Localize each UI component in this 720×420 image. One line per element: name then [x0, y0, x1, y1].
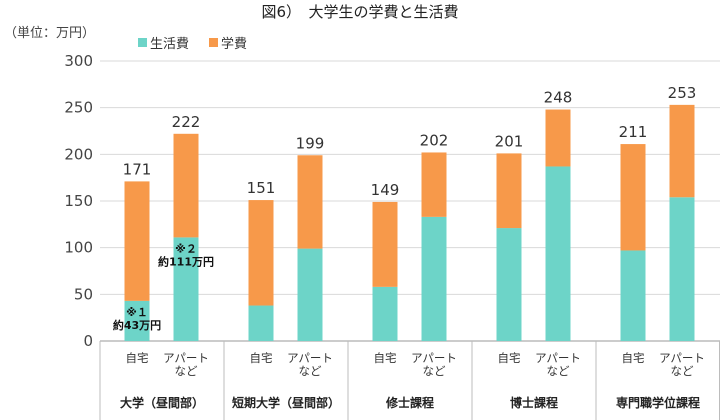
bar-living-7 — [545, 166, 571, 341]
total-label: 171 — [123, 160, 152, 178]
total-label: 222 — [172, 113, 201, 131]
bar-tuition-1 — [173, 133, 199, 238]
grid — [100, 60, 720, 342]
legend-swatch-living — [138, 38, 147, 47]
bar-living-9 — [669, 197, 695, 341]
x-tick-label: 自宅 — [622, 351, 645, 365]
legend-label-tuition: 学費 — [221, 36, 247, 52]
bar-tuition-8 — [620, 144, 646, 251]
bar-tuition-5 — [421, 152, 447, 217]
group-label: 短期大学（昼間部） — [232, 395, 340, 410]
total-label: 211 — [619, 123, 648, 141]
x-tick-label: アパートなど — [287, 351, 333, 378]
bar-living-5 — [421, 216, 447, 341]
chart-title: 図6） 大学生の学費と生活費 — [261, 3, 458, 21]
bar-living-8 — [620, 250, 646, 341]
group-label: 大学（昼間部） — [120, 395, 204, 410]
total-label: 253 — [668, 84, 697, 102]
x-tick-label: アパートなど — [659, 351, 705, 378]
unit-label: （単位：万円） — [4, 25, 95, 41]
y-axis: 0 50 100 150 200 250 300 — [64, 52, 93, 350]
y-tick-label: 250 — [64, 99, 93, 117]
legend: 生活費 学費 — [138, 36, 247, 52]
bar-living-0 — [124, 300, 150, 341]
total-labels: 171 222 151 199 149 202 201 248 211 253 — [123, 84, 697, 199]
bar-tuition-9 — [669, 104, 695, 198]
bar-living-6 — [496, 228, 522, 341]
x-tick-label: アパートなど — [535, 351, 581, 378]
group-label: 博士課程 — [510, 395, 558, 410]
x-tick-label: 自宅 — [374, 351, 397, 365]
total-label: 149 — [371, 181, 400, 199]
bar-tuition-2 — [248, 200, 274, 306]
bar-tuition-4 — [372, 201, 398, 287]
bar-living-2 — [248, 305, 274, 341]
bars — [124, 104, 695, 341]
group-label: 専門職学位課程 — [616, 395, 700, 410]
y-tick-label: 50 — [74, 285, 93, 303]
y-tick-label: 200 — [64, 145, 93, 163]
total-label: 151 — [247, 179, 276, 197]
bar-living-4 — [372, 286, 398, 341]
total-label: 248 — [544, 89, 573, 107]
bar-tuition-7 — [545, 109, 571, 167]
bar-tuition-0 — [124, 181, 150, 301]
bar-living-1 — [173, 237, 199, 341]
y-tick-label: 100 — [64, 239, 93, 257]
annotation-text: ※１ — [126, 306, 148, 319]
legend-swatch-tuition — [209, 38, 218, 47]
legend-label-living: 生活費 — [150, 37, 189, 52]
total-label: 199 — [296, 134, 325, 152]
bar-tuition-3 — [297, 155, 323, 249]
total-label: 202 — [420, 131, 449, 149]
y-tick-label: 300 — [64, 52, 93, 70]
bar-tuition-6 — [496, 153, 522, 229]
x-tick-label: アパートなど — [163, 351, 209, 378]
annotation-text: ※２ — [175, 242, 197, 255]
y-tick-label: 150 — [64, 192, 93, 210]
annotation-text: 約43万円 — [113, 318, 161, 332]
y-tick-label: 0 — [83, 332, 93, 350]
total-label: 201 — [495, 132, 524, 150]
annotation-text: 約111万円 — [158, 254, 214, 268]
x-tick-label: アパートなど — [411, 351, 457, 378]
x-tick-label: 自宅 — [498, 351, 521, 365]
x-tick-label: 自宅 — [126, 351, 149, 365]
group-label: 修士課程 — [385, 395, 434, 410]
x-tick-label: 自宅 — [250, 351, 273, 365]
bar-living-3 — [297, 248, 323, 341]
